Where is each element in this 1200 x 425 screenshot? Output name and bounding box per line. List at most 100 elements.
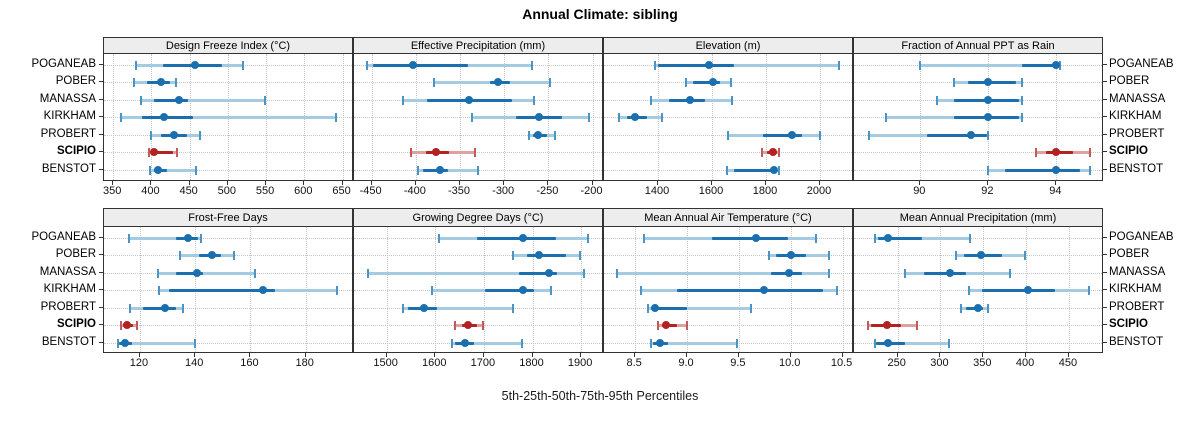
station-label-right-kirkham: KIRKHAM [1109,110,1162,122]
interquartile-line [676,289,823,292]
whisker-cap-right [730,95,733,105]
whisker-cap-left [936,95,939,105]
panel-strip-growing-degree-days-c: Growing Degree Days (°C) [353,208,603,227]
whisker-cap-left [874,233,877,243]
axis-tick [138,353,140,357]
median-dot [192,268,201,277]
row-tick-left [99,236,103,238]
row-tick-right [1103,98,1107,100]
axis-tick-label: 140 [184,357,204,369]
panel-frost-free-days [103,226,353,353]
axis-tick [591,181,593,185]
station-label-right-manassa: MANASSA [1109,92,1166,105]
axis-tick-label: 9.5 [730,357,746,369]
axis-tick-label: 160 [240,357,259,369]
row-tick-right [1103,271,1107,273]
station-label-left-benstot: BENSTOT [41,162,96,175]
median-dot [464,95,473,104]
percentile-range-line [650,341,737,345]
median-dot [984,113,993,121]
axis-tick [1025,353,1027,357]
whisker-cap-left [116,338,119,348]
axis-tick-label: 550 [255,185,275,197]
whisker-cap-left [866,321,869,330]
whisker-cap-right [1087,286,1090,295]
gridline-v [139,227,141,352]
row-tick-right [1103,341,1107,343]
station-label-left-poganeab: POGANEAB [31,57,96,70]
gridline-h [104,342,352,344]
whisker-cap-right [199,233,202,243]
axis-tick [150,181,152,185]
station-label-left-pober: POBER [55,75,96,87]
row-tick-left [99,254,103,255]
whisker-cap-right [521,338,524,348]
axis-tick [896,353,898,357]
median-dot [207,251,216,259]
gridline-h [354,152,602,153]
whisker-cap-left [727,130,730,140]
whisker-cap-left [402,303,405,313]
whisker-cap-left [919,60,922,70]
gridline-h [604,325,852,326]
whisker-cap-left [178,251,181,260]
axis-tick [303,181,305,185]
median-dot [1052,165,1061,174]
whisker-cap-left [904,268,907,278]
station-label-left-kirkham: KIRKHAM [43,283,96,295]
panel-growing-degree-days-c [353,226,603,353]
whisker-cap-right [253,268,256,278]
median-dot [967,130,976,139]
row-tick-left [99,98,103,100]
whisker-cap-left [119,113,122,122]
whisker-cap-right [582,268,585,278]
axis-tick-label: 400 [1015,357,1035,369]
whisker-cap-right [533,95,536,105]
median-dot [631,113,640,121]
chart-title: Annual Climate: sibling [522,6,678,22]
whisker-cap-right [194,165,197,175]
median-dot [435,165,444,174]
median-dot [419,303,428,312]
axis-tick [194,353,196,357]
whisker-cap-left [417,165,420,175]
whisker-cap-left [726,165,729,175]
whisker-cap-right [778,148,781,157]
whisker-cap-right [685,321,688,330]
axis-tick [580,353,582,357]
median-dot [432,148,441,156]
station-label-left-probert: PROBERT [40,127,96,140]
median-dot [759,286,768,294]
interquartile-line [657,63,734,67]
panel-strip-mean-annual-precipitation-mm: Mean Annual Precipitation (mm) [853,208,1103,227]
axis-tick [249,353,251,357]
axis-tick [764,181,766,185]
panel-fraction-of-annual-ppt-as-rain [853,53,1103,181]
panel-effective-precipitation-mm [353,53,603,181]
gridline-v [842,227,844,352]
gridline-h [354,134,602,136]
median-dot [769,165,778,174]
whisker-cap-left [148,165,151,175]
axis-tick-label: 350 [973,357,992,369]
axis-tick [737,353,739,357]
interquartile-line [711,236,788,240]
gridline-h [854,342,1102,344]
axis-tick [370,181,372,185]
station-label-left-manassa: MANASSA [39,92,96,105]
station-label-right-manassa: MANASSA [1109,265,1166,278]
whisker-cap-right [474,148,477,157]
median-dot [190,60,199,69]
whisker-cap-left [438,233,441,243]
median-dot [974,303,983,312]
median-dot [984,78,993,86]
whisker-cap-left [954,251,957,260]
row-tick-right [1103,133,1107,135]
row-tick-left [99,116,103,117]
axis-tick-label: 180 [295,357,314,369]
whisker-cap-right [735,338,738,348]
whisker-cap-right [916,321,919,330]
whisker-cap-left [471,113,474,122]
whisker-cap-right [729,78,732,87]
axis-tick [434,353,436,357]
